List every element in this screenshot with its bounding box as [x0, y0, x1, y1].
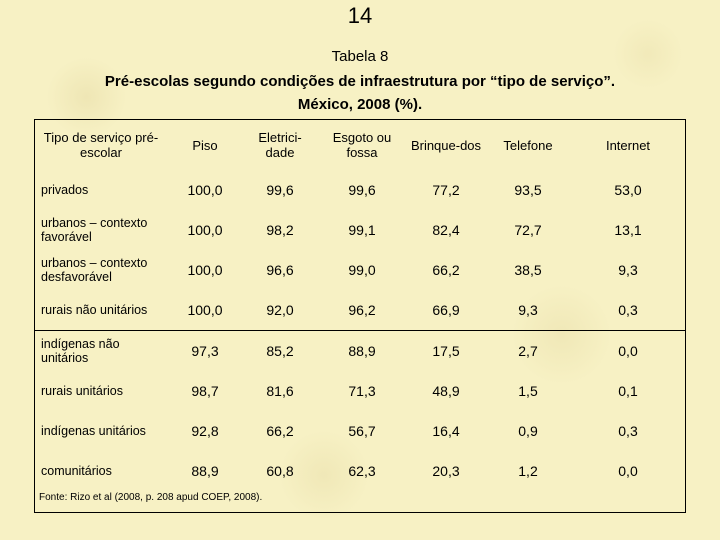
table-cell: 9,3 [618, 262, 638, 278]
table-cell: 48,9 [432, 383, 460, 399]
header-row: Tipo de serviço pré-escolar Piso Eletric… [35, 120, 685, 170]
table-cell: 71,3 [348, 383, 376, 399]
table-cell: 88,9 [191, 463, 219, 479]
table-caption: Pré-escolas segundo condições de infraes… [0, 70, 720, 116]
table-cell: 60,8 [266, 463, 294, 479]
table-row: privados 100,0 99,6 99,6 77,2 93,5 53,0 [35, 170, 685, 210]
table-cell: 56,7 [348, 423, 376, 439]
table-cell: 17,5 [407, 330, 485, 371]
header-internet: Internet [605, 137, 651, 153]
row-label: privados [41, 183, 89, 197]
table-cell: 100,0 [187, 182, 223, 198]
header-esgoto: Esgoto ou fossa [332, 130, 392, 160]
table-row: indígenas não unitários 97,3 85,2 88,9 17,5 2… [35, 330, 685, 371]
page-number: 14 [347, 3, 373, 28]
table-cell: 99,1 [348, 222, 376, 238]
table-cell: 100,0 [187, 302, 223, 318]
header-telefone: Telefone [503, 137, 553, 153]
header-service-type: Tipo de serviço pré-escolar [43, 130, 159, 160]
table-cell: 81,6 [266, 383, 294, 399]
infrastructure-table: Tipo de serviço pré-escolar Piso Eletric… [35, 120, 685, 491]
table-cell: 0,9 [518, 423, 538, 439]
table-cell: 92,8 [191, 423, 219, 439]
table-cell: 9,3 [518, 302, 538, 318]
table-cell: 1,2 [518, 463, 538, 479]
table-cell: 53,0 [614, 182, 642, 198]
table-row: urbanos – contexto favorável 100,0 98,2 99,… [35, 210, 685, 250]
table-cell: 99,6 [266, 182, 294, 198]
header-brinquedos: Brinque-dos [410, 137, 482, 153]
table-cell: 0,3 [618, 302, 638, 318]
table-row: rurais unitários 98,7 81,6 71,3 48,9 1,5 0,1 [35, 371, 685, 411]
table-cell: 0,3 [618, 423, 638, 439]
table-cell: 96,6 [266, 262, 294, 278]
table-cell: 93,5 [514, 182, 542, 198]
table-cell: 13,1 [614, 222, 642, 238]
table-cell: 62,3 [348, 463, 376, 479]
data-table-container: Tipo de serviço pré-escolar Piso Eletric… [34, 119, 686, 513]
table-row: urbanos – contexto desfavorável 100,0 96,6… [35, 250, 685, 290]
row-label: rurais não unitários [41, 303, 148, 317]
table-cell: 100,0 [187, 222, 223, 238]
table-row: rurais não unitários 100,0 92,0 96,2 66,9 9,3… [35, 290, 685, 331]
table-cell: 66,9 [432, 302, 460, 318]
row-label: comunitários [41, 464, 112, 478]
table-cell: 99,6 [348, 182, 376, 198]
table-cell: 1,5 [518, 383, 538, 399]
table-cell: 38,5 [514, 262, 542, 278]
table-cell: 16,4 [432, 423, 460, 439]
table-cell: 82,4 [432, 222, 460, 238]
table-cell: 20,3 [432, 463, 460, 479]
table-cell: 66,2 [266, 423, 294, 439]
table-row: comunitários 88,9 60,8 62,3 20,3 1,2 0,0 [35, 451, 685, 491]
table-cell: 98,7 [191, 383, 219, 399]
table-cell: 2,7 [485, 330, 571, 371]
row-label: rurais unitários [41, 384, 123, 398]
table-cell: 66,2 [432, 262, 460, 278]
table-cell: 0,1 [618, 383, 638, 399]
table-cell: 85,2 [243, 330, 317, 371]
table-cell: 98,2 [266, 222, 294, 238]
table-cell: 92,0 [266, 302, 294, 318]
table-label: Tabela 8 [331, 48, 389, 65]
table-cell: 96,2 [348, 302, 376, 318]
table-cell: 99,0 [348, 262, 376, 278]
table-cell: 0,0 [618, 463, 638, 479]
table-cell: 100,0 [187, 262, 223, 278]
table-cell: 0,0 [571, 330, 685, 371]
row-label: indígenas não unitários [35, 330, 167, 371]
row-label: urbanos – contexto desfavorável [41, 256, 148, 284]
table-cell: 77,2 [432, 182, 460, 198]
header-eletricidade: Eletrici-dade [258, 130, 302, 160]
row-label: urbanos – contexto favorável [41, 216, 148, 244]
table-cell: 97,3 [167, 330, 243, 371]
table-row: indígenas unitários 92,8 66,2 56,7 16,4 0,9 0,… [35, 411, 685, 451]
caption-line-1: Pré-escolas segundo condições de infraes… [104, 73, 616, 90]
row-label: indígenas unitários [41, 424, 146, 438]
caption-line-2: México, 2008 (%). [297, 96, 423, 113]
table-cell: 88,9 [317, 330, 407, 371]
table-cell: 72,7 [514, 222, 542, 238]
source-note: Fonte: Rizo et al (2008, p. 208 apud COE… [39, 492, 263, 503]
header-piso: Piso [192, 137, 218, 153]
